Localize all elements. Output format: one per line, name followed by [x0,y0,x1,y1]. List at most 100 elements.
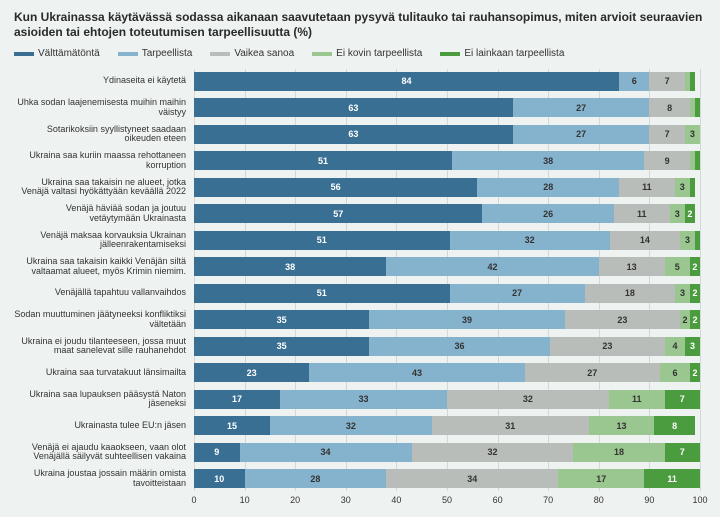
bar-segment: 9 [644,151,690,170]
bar-segment: 11 [609,390,665,409]
bar-segment: 28 [245,469,387,488]
legend-label: Tarpeellista [142,48,193,59]
bar-segment: 36 [369,337,549,356]
bar-segment: 2 [690,284,700,303]
chart-row: Venäjä ei ajaudu kaaokseen, vaan olot Ve… [194,440,700,464]
bar-track: 93432187 [194,443,700,462]
bar-segment: 2 [690,310,700,329]
chart-row: Uhka sodan laajenemisesta muihin maihin … [194,96,700,120]
bar-segment: 56 [194,178,477,197]
legend: VälttämätöntäTarpeellistaVaikea sanoaEi … [14,48,706,59]
bar-segment: 18 [573,443,664,462]
bar-segment: 14 [610,231,680,250]
bar-segment [695,151,700,170]
bar-segment [695,231,700,250]
row-label: Uhka sodan laajenemisesta muihin maihin … [14,98,190,117]
bar-segment: 3 [685,337,700,356]
row-label: Venäjä ei ajaudu kaaokseen, vaan olot Ve… [14,443,190,462]
row-label: Sotarikoksiin syyllistyneet saadaan oike… [14,125,190,144]
bar-segment: 8 [654,416,694,435]
axis-tick-label: 70 [543,495,553,505]
row-label: Ukraina saa turvatakuut länsimailta [14,368,190,377]
x-axis: 0102030405060708090100 [194,493,700,511]
bar-track: 51271832 [194,284,700,303]
chart-row: Ukraina saa kuriin maassa rehottaneen ko… [194,149,700,173]
axis-tick-label: 30 [341,495,351,505]
bar-segment: 2 [685,204,695,223]
bar-segment: 3 [670,204,685,223]
bar-segment [690,72,695,91]
bar-segment: 51 [194,231,450,250]
bar-track: 57261132 [194,204,700,223]
bar-segment: 23 [194,363,309,382]
bar-segment: 11 [619,178,675,197]
bar-segment: 32 [447,390,609,409]
bar-track: 63278 [194,98,700,117]
bar-track: 51389 [194,151,700,170]
bar-segment: 3 [675,178,690,197]
bar-segment: 6 [660,363,690,382]
row-label: Ukraina saa lupauksen pääsystä Naton jäs… [14,390,190,409]
row-label: Ukraina saa kuriin maassa rehottaneen ko… [14,151,190,170]
chart-row: Ydinaseita ei käytetä8467 [194,69,700,93]
axis-tick-label: 60 [493,495,503,505]
chart-row: Sodan muuttuminen jäätyneeksi konfliktik… [194,308,700,332]
bar-track: 35362343 [194,337,700,356]
chart-row: Ukraina ei joudu tilanteeseen, jossa muu… [194,334,700,358]
bar-segment: 35 [194,337,369,356]
chart-row: Ukrainasta tulee EU:n jäsen153231138 [194,414,700,438]
bar-segment: 23 [565,310,680,329]
bar-segment: 7 [665,443,700,462]
bar-segment: 3 [685,125,700,144]
bar-segment: 17 [194,390,280,409]
row-label: Ukraina saa takaisin kaikki Venäjän silt… [14,257,190,276]
axis-tick-label: 40 [391,495,401,505]
bar-track: 153231138 [194,416,700,435]
bar-track: 35392322 [194,310,700,329]
row-label: Venäjä häviää sodan ja joutuu vetäytymää… [14,204,190,223]
bar-segment: 17 [558,469,644,488]
axis-tick-label: 80 [594,495,604,505]
legend-swatch [440,52,460,56]
legend-swatch [14,52,34,56]
chart-rows: Ydinaseita ei käytetä8467 Uhka sodan laaj… [194,69,700,491]
bar-segment: 38 [452,151,644,170]
bar-segment [690,178,695,197]
bar-segment: 2 [690,363,700,382]
row-label: Ukraina saa takaisin ne alueet, jotka Ve… [14,178,190,197]
bar-segment: 9 [194,443,240,462]
bar-segment: 43 [309,363,524,382]
legend-label: Ei lainkaan tarpeellista [464,48,564,59]
bar-segment: 32 [450,231,610,250]
bar-segment: 15 [194,416,270,435]
bar-segment [695,98,700,117]
bar-segment: 8 [649,98,689,117]
bar-segment: 18 [585,284,675,303]
legend-label: Välttämätöntä [38,48,100,59]
chart-title: Kun Ukrainassa käytävässä sodassa aikana… [14,10,706,40]
bar-segment: 27 [450,284,585,303]
bar-segment: 7 [665,390,700,409]
bar-segment: 27 [525,363,660,382]
bar-segment: 13 [589,416,655,435]
chart-row: Ukraina joustaa jossain määrin omista ta… [194,467,700,491]
chart-area: Ydinaseita ei käytetä8467 Uhka sodan laaj… [194,69,700,511]
bar-segment: 32 [412,443,574,462]
bar-segment: 51 [194,151,452,170]
chart-row: Venäjällä tapahtuu vallanvaihdos51271832 [194,281,700,305]
legend-swatch [210,52,230,56]
gridline [700,69,701,491]
row-label: Ukraina ei joudu tilanteeseen, jossa muu… [14,337,190,356]
bar-segment: 34 [240,443,412,462]
row-label: Ydinaseita ei käytetä [14,76,190,85]
axis-tick-label: 10 [240,495,250,505]
bar-segment: 42 [386,257,599,276]
bar-track: 5628113 [194,178,700,197]
row-label: Ukraina joustaa jossain määrin omista ta… [14,469,190,488]
bar-segment: 5 [665,257,690,276]
legend-swatch [312,52,332,56]
bar-segment: 11 [644,469,700,488]
axis-tick-label: 20 [290,495,300,505]
bar-segment: 3 [675,284,690,303]
bar-track: 1028341711 [194,469,700,488]
